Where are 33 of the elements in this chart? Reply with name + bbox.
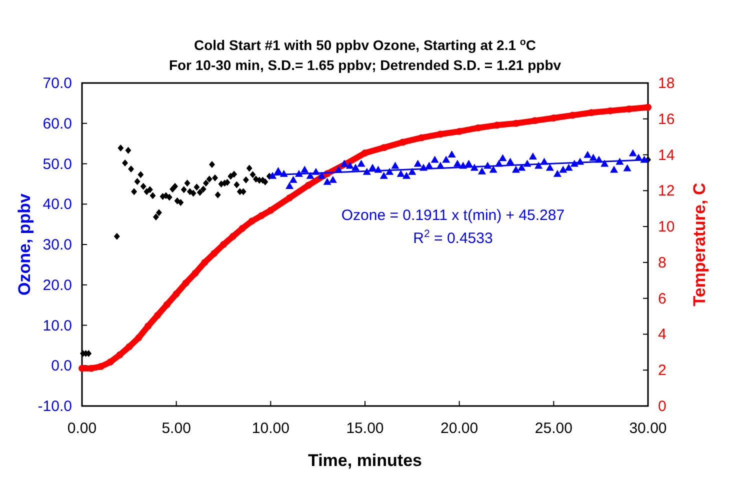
x-tick-label: 5.00: [162, 420, 191, 437]
x-tick-label: 10.00: [252, 420, 290, 437]
y2-tick-label: 6: [658, 290, 666, 308]
y2-tick-label: 0: [658, 398, 666, 415]
x-tick-label: 15.00: [346, 420, 384, 437]
y2-tick-label: 10: [658, 218, 675, 236]
y2-tick-label: 12: [658, 182, 675, 200]
annotation: R$^{2}$ = 0.4533: [413, 228, 493, 247]
x-tick-label: 20.00: [440, 420, 478, 437]
x-tick-label: 30.00: [629, 420, 667, 437]
y-tick-label: 30.0: [42, 236, 72, 254]
y-tick-label: -10.0: [38, 398, 72, 415]
x-tick-label: 25.00: [534, 420, 572, 437]
annotation: Ozone = 0.1911 x t(min) + 45.287: [341, 207, 565, 224]
x-tick-label: 0.00: [67, 420, 97, 437]
y-tick-label: 70.0: [42, 75, 72, 92]
y-tick-label: 40.0: [42, 196, 72, 214]
y2-tick-label: 18: [658, 75, 675, 92]
y-tick-label: 10.0: [42, 317, 72, 334]
chart-subtitle: For 10-30 min, S.D.= 1.65 ppbv; Detrended S.D. = 1.21 ppbv: [168, 57, 562, 73]
y2-axis-title: Temperature, C: [690, 182, 709, 306]
y2-tick-label: 14: [658, 146, 675, 164]
chart-title: Cold Start #1 with 50 ppbv Ozone, Starting at 2.1 $^{o}$C: [194, 36, 536, 53]
y2-tick-label: 16: [658, 110, 675, 128]
y-tick-label: 50.0: [42, 156, 72, 173]
y2-tick-label: 8: [658, 254, 666, 272]
y-tick-label: 0.0: [51, 358, 72, 375]
y-tick-label: 60.0: [42, 115, 72, 132]
y-axis-title: Ozone, ppbv: [15, 192, 34, 296]
y2-tick-label: 4: [658, 326, 666, 344]
y2-tick-label: 2: [658, 362, 666, 380]
y-tick-label: 20.0: [42, 276, 72, 294]
x-axis-title: Time, minutes: [308, 451, 422, 470]
